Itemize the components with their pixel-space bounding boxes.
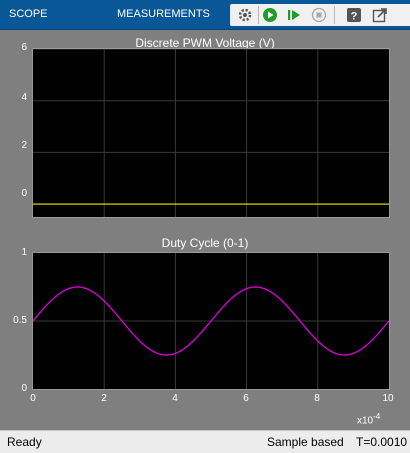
undock-icon[interactable] [371, 6, 389, 24]
y-tick-label: 0 [21, 383, 27, 394]
plot-panel-duty-cycle: Duty Cycle (0-1) [0, 225, 410, 430]
status-bar: Ready Sample based T=0.0010 [0, 430, 410, 453]
plot-axes-duty-cycle[interactable] [32, 252, 390, 390]
tab-measurements[interactable]: MEASUREMENTS [117, 8, 210, 20]
y-tick-label: 6 [21, 42, 27, 53]
plot-axes-voltage[interactable] [32, 48, 390, 218]
x-tick-label: 6 [243, 393, 249, 404]
run-icon[interactable] [261, 6, 279, 24]
x-tick-label: 2 [101, 393, 107, 404]
help-icon[interactable]: ? [345, 6, 363, 24]
x-tick-label: 4 [172, 393, 178, 404]
tab-scope[interactable]: SCOPE [9, 8, 48, 20]
series-line-duty-cycle [33, 286, 389, 356]
x-tick-label: 10 [382, 393, 394, 404]
settings-icon[interactable] [236, 6, 254, 24]
step-forward-icon[interactable] [285, 6, 303, 24]
status-mode: Sample based [267, 435, 344, 449]
status-ready: Ready [7, 435, 42, 449]
y-tick-label: 0.5 [13, 315, 27, 326]
x-axis-exponent: x10-4 [357, 412, 381, 427]
toolstrip: ? [230, 4, 410, 26]
plot-title-voltage: Discrete PWM Voltage (V) [135, 36, 275, 50]
y-tick-label: 1 [21, 247, 27, 258]
y-tick-label: 4 [21, 92, 27, 103]
y-tick-label: 2 [21, 140, 27, 151]
svg-text:?: ? [351, 11, 358, 23]
plot-title-duty-cycle: Duty Cycle (0-1) [161, 236, 249, 250]
x-tick-label: 8 [314, 393, 320, 404]
status-time: T=0.0010 [356, 435, 408, 449]
scope-toolbar: SCOPE MEASUREMENTS [0, 0, 410, 30]
plot-panel-voltage: Discrete PWM Voltage (V) [0, 29, 410, 225]
stop-icon[interactable] [310, 6, 328, 24]
y-tick-label: 0 [21, 188, 27, 199]
x-tick-label: 0 [30, 393, 36, 404]
